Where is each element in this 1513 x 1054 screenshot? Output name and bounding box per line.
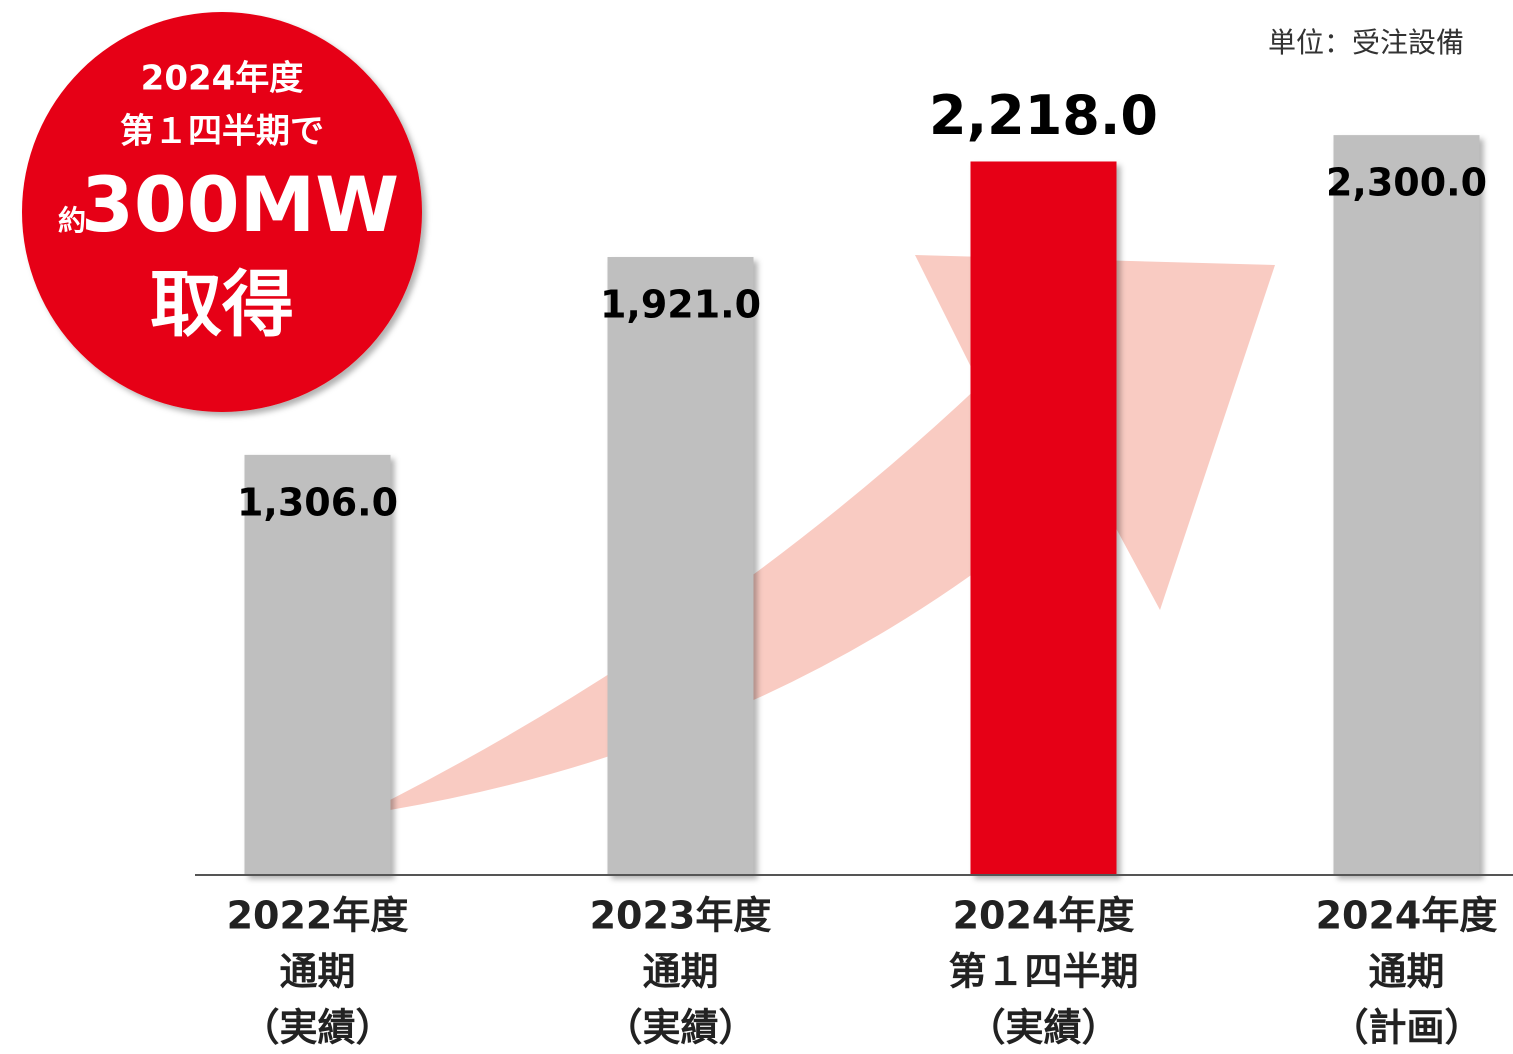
growth-arrow bbox=[390, 255, 1275, 810]
value-label: 1,921.0 bbox=[600, 283, 761, 327]
x-tick-label: 2024年度 bbox=[1316, 894, 1498, 938]
x-tick-label: 通期 bbox=[279, 950, 355, 994]
x-tick-label: 通期 bbox=[1368, 950, 1444, 994]
x-tick-label: 第１四半期 bbox=[948, 950, 1138, 994]
badge-text: 取得 bbox=[150, 263, 294, 347]
value-label: 1,306.0 bbox=[237, 480, 398, 524]
x-tick-label: （実績） bbox=[967, 1006, 1119, 1050]
x-tick-label: 2024年度 bbox=[953, 894, 1135, 938]
badge-circle bbox=[22, 12, 422, 412]
badge-text: 300MW bbox=[81, 160, 399, 249]
bar bbox=[607, 257, 754, 875]
badge-text: 約 bbox=[58, 204, 86, 237]
x-tick-label: 通期 bbox=[642, 950, 718, 994]
x-tick-label: （実績） bbox=[604, 1006, 756, 1050]
badge-text: 第１四半期で bbox=[120, 112, 324, 152]
bar bbox=[970, 161, 1117, 876]
value-label: 2,218.0 bbox=[929, 84, 1158, 147]
bar bbox=[244, 454, 391, 875]
x-tick-label: 2023年度 bbox=[590, 894, 772, 938]
unit-note: 単位：受注設備 bbox=[1268, 26, 1464, 59]
x-tick-label: （計画） bbox=[1330, 1006, 1482, 1050]
bar bbox=[1333, 135, 1480, 875]
badge-text: 2024年度 bbox=[141, 59, 304, 99]
x-tick-label: 2022年度 bbox=[227, 894, 409, 938]
badge: 2024年度 第１四半期で 約 300MW 取得 bbox=[22, 12, 422, 412]
x-tick-label: （実績） bbox=[241, 1006, 393, 1050]
value-label: 2,300.0 bbox=[1326, 161, 1487, 205]
